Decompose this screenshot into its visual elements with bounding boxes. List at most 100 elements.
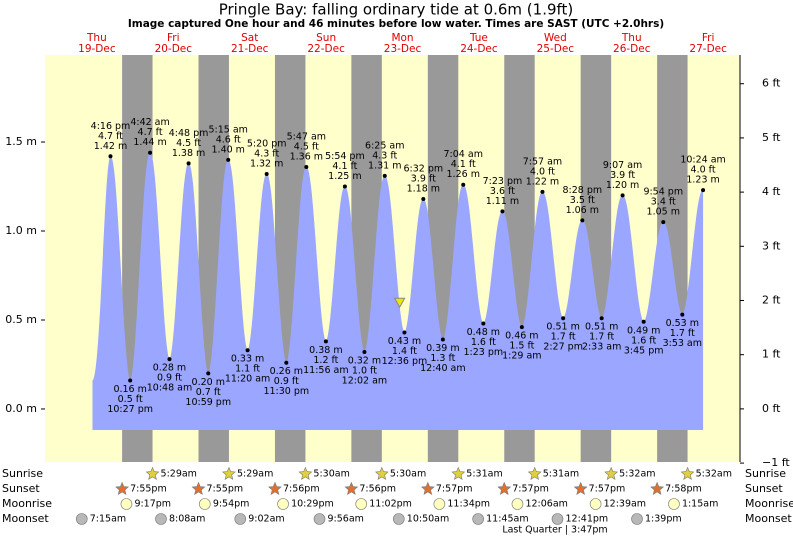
row-label: Sunrise: [2, 467, 43, 480]
day-date: 23-Dec: [384, 43, 422, 55]
tide-point: [599, 316, 604, 321]
tide-point: [561, 316, 566, 321]
tide-label: 4:48 pm: [169, 128, 209, 139]
day-name: Thu: [621, 32, 642, 44]
tide-label: 0.46 m: [505, 331, 538, 342]
day-name: Mon: [391, 32, 413, 44]
tide-label: 9:07 am: [603, 160, 642, 171]
tide-label: 1.36 m: [290, 151, 323, 162]
row-label: Moonset: [2, 512, 49, 525]
tide-label: 1.2 ft: [313, 355, 338, 366]
tide-label: 0.51 m: [546, 322, 579, 333]
tide-label: 10:24 am: [680, 155, 725, 166]
tide-label: 7:57 am: [523, 156, 562, 167]
tide-label: 3:45 pm: [624, 345, 664, 356]
tide-label: 6:25 am: [365, 140, 404, 151]
day-date: 20-Dec: [155, 43, 193, 55]
tide-label: 1.7 ft: [551, 332, 576, 343]
event-time: 7:56pm: [359, 484, 396, 495]
tide-label: 1.6 ft: [631, 335, 656, 346]
event-time: 12:39am: [604, 499, 646, 510]
tide-label: 1:23 pm: [464, 347, 504, 358]
y2-tick-label: 1 ft: [762, 348, 781, 361]
tide-label: 7:23 pm: [483, 176, 523, 187]
event-time: 7:55pm: [130, 484, 167, 495]
sun-icon: [604, 466, 619, 480]
tide-point: [362, 350, 367, 355]
tide-point: [342, 184, 347, 189]
chart-title: Pringle Bay: falling ordinary tide at 0.…: [219, 1, 574, 19]
tide-label: 11:30 pm: [263, 386, 309, 397]
tide-label: 1.6 ft: [471, 337, 496, 348]
sun-icon: [527, 466, 542, 480]
moon-icon: [511, 498, 524, 510]
tide-label: 1.5 ft: [509, 341, 534, 352]
event-time: 7:58pm: [665, 484, 702, 495]
y-tick-label: 0.0 m: [5, 402, 37, 415]
tide-point: [304, 164, 309, 169]
y2-tick-label: 3 ft: [762, 239, 781, 252]
sun-icon: [145, 466, 160, 480]
sun-icon: [497, 481, 512, 495]
event-time: 5:30am: [390, 469, 426, 480]
moon-icon: [472, 513, 484, 525]
tide-label: 3:53 am: [663, 338, 702, 349]
day-date: 27-Dec: [689, 43, 727, 55]
tide-label: 3.9 ft: [411, 173, 436, 184]
event-time: 5:30am: [313, 469, 349, 480]
tide-label: 12:40 am: [420, 363, 465, 374]
tide-label: 9:54 pm: [643, 187, 683, 198]
tide-label: 1.06 m: [566, 205, 599, 216]
event-time: 11:45am: [486, 514, 528, 525]
tide-label: 4.6 ft: [216, 134, 241, 145]
tide-point: [620, 193, 625, 198]
tide-label: 4.7 ft: [138, 127, 163, 138]
tide-label: 3.4 ft: [651, 197, 676, 208]
moon-icon: [668, 498, 680, 510]
tide-label: 12:02 am: [342, 376, 387, 387]
tide-label: 0.5 ft: [118, 394, 143, 405]
day-date: 21-Dec: [231, 43, 269, 55]
moon-icon: [120, 498, 133, 510]
event-time: 5:32am: [696, 469, 732, 480]
row-label-right: Moonset: [745, 512, 792, 525]
tide-label: 8:28 pm: [562, 185, 602, 196]
sun-icon: [344, 481, 359, 495]
event-time: 10:50am: [407, 514, 449, 525]
row-label-right: Sunrise: [745, 467, 786, 480]
tide-label: 3.5 ft: [570, 195, 595, 206]
sun-icon: [451, 466, 466, 480]
tide-label: 4:16 pm: [91, 121, 131, 132]
tide-label: 0.51 m: [585, 322, 618, 333]
day-name: Sat: [241, 32, 258, 44]
tide-point: [264, 172, 269, 177]
tide-point: [461, 182, 466, 187]
row-label-right: Moonrise: [745, 497, 793, 510]
sun-icon: [268, 481, 282, 495]
tide-label: 0.9 ft: [157, 373, 182, 384]
tide-label: 4.0 ft: [691, 165, 716, 176]
sun-icon: [115, 481, 130, 495]
tide-label: 4.3 ft: [372, 150, 397, 161]
tide-label: 1.4 ft: [392, 346, 417, 357]
tide-point: [382, 173, 387, 178]
y2-tick-label: −1 ft: [762, 456, 790, 469]
tide-label: 0.16 m: [113, 384, 146, 395]
tide-label: 1.25 m: [328, 171, 361, 182]
event-time: 7:57pm: [589, 484, 626, 495]
tide-label: 0.43 m: [388, 336, 421, 347]
tide-label: 0.53 m: [666, 318, 699, 329]
tide-label: 5:47 am: [287, 131, 326, 142]
tide-point: [519, 325, 524, 330]
event-time: 5:31am: [466, 469, 502, 480]
tide-point: [226, 157, 231, 162]
tide-label: 1:29 am: [502, 351, 541, 362]
day-name: Fri: [702, 32, 715, 44]
event-time: 7:57pm: [436, 484, 473, 495]
y-tick-label: 0.5 m: [5, 313, 37, 326]
tide-label: 1.11 m: [486, 196, 519, 207]
y-tick-label: 1.5 m: [5, 135, 37, 148]
tide-label: 1.20 m: [606, 180, 639, 191]
moon-icon: [155, 513, 167, 525]
